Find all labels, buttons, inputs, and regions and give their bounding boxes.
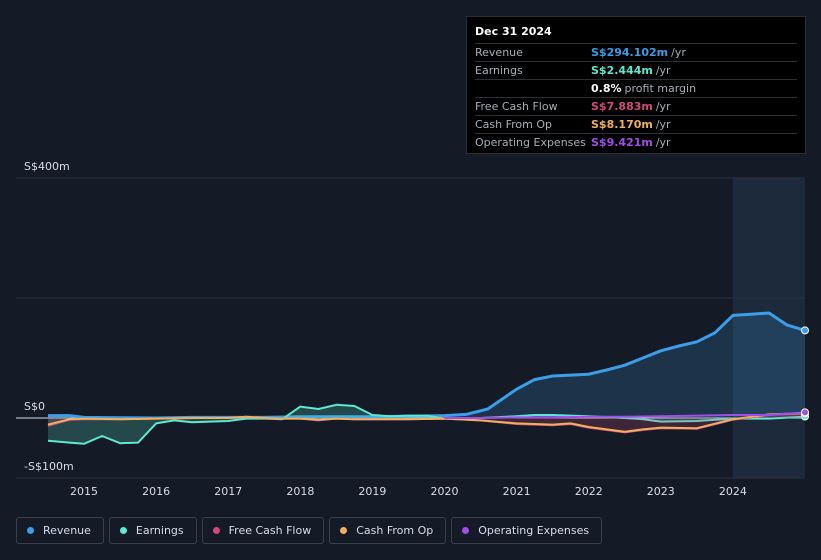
tooltip-row-label: Revenue <box>475 46 523 59</box>
legend-item-operating-expenses[interactable]: Operating Expenses <box>451 517 603 544</box>
x-tick-label: 2021 <box>503 485 531 498</box>
tooltip-row-value: S$2.444m <box>591 64 653 77</box>
tooltip-row-label: Earnings <box>475 64 523 77</box>
x-tick-label: 2015 <box>70 485 98 498</box>
x-tick-label: 2016 <box>142 485 170 498</box>
tooltip-row-label: Operating Expenses <box>475 136 586 149</box>
legend-label: Cash From Op <box>356 524 434 537</box>
tooltip-row-label: Free Cash Flow <box>475 100 558 113</box>
tooltip-row-label: Cash From Op <box>475 118 553 131</box>
x-tick-label: 2018 <box>286 485 314 498</box>
tooltip-row-unit: /yr <box>655 118 671 131</box>
tooltip-row: Operating Expenses S$9.421m/yr <box>475 133 797 151</box>
tooltip-row-value: S$294.102m <box>591 46 669 59</box>
tooltip-row: 0.8% profit margin <box>475 79 797 97</box>
tooltip-row-unit: /yr <box>655 100 671 113</box>
y-tick-label: S$0 <box>24 400 45 413</box>
tooltip-row-unit: /yr <box>655 136 671 149</box>
tooltip-row-unit: /yr <box>655 64 671 77</box>
tooltip-row: Free Cash Flow S$7.883m/yr <box>475 97 797 115</box>
revenue-end-point <box>801 326 809 335</box>
earnings-line <box>47 403 806 445</box>
earnings-area <box>48 404 805 444</box>
tooltip-row-unit: /yr <box>671 46 686 59</box>
legend-dot-icon <box>340 527 348 534</box>
tooltip-row-value: S$9.421m <box>591 136 653 149</box>
operating-expenses-line <box>444 411 806 419</box>
legend-label: Operating Expenses <box>478 524 590 537</box>
legend-label: Free Cash Flow <box>228 524 312 537</box>
x-tick-label: 2019 <box>358 485 386 498</box>
tooltip-row-value: S$8.170m <box>591 118 653 131</box>
legend-dot-icon <box>119 527 127 534</box>
legend-item-earnings[interactable]: Earnings <box>108 517 197 544</box>
legend-label: Earnings <box>135 524 184 537</box>
y-tick-label: -S$100m <box>24 460 74 473</box>
tooltip-row: Revenue S$294.102m/yr <box>475 43 797 61</box>
x-tick-label: 2024 <box>719 485 747 498</box>
tooltip-date: Dec 31 2024 <box>475 25 552 38</box>
tooltip-row-value: 0.8% <box>591 82 622 95</box>
legend-label: Revenue <box>43 524 91 537</box>
y-tick-label: S$400m <box>24 160 70 173</box>
free-cash-flow-area <box>48 413 805 433</box>
legend-dot-icon <box>212 527 220 534</box>
legend-item-free-cash-flow[interactable]: Free Cash Flow <box>201 517 325 544</box>
legend-dot-icon <box>462 527 470 534</box>
series-layer <box>47 311 809 445</box>
revenue-area <box>48 313 805 418</box>
tooltip-row-unit: profit margin <box>624 82 697 95</box>
tooltip-row: Earnings S$2.444m/yr <box>475 61 797 79</box>
legend: Revenue Earnings Free Cash Flow Cash From O… <box>16 517 603 544</box>
tooltip-rows: Revenue S$294.102m/yr Earnings S$2.444m/yr 0… <box>475 43 797 151</box>
x-tick-label: 2022 <box>575 485 603 498</box>
x-tick-label: 2017 <box>214 485 242 498</box>
x-tick-label: 2020 <box>431 485 459 498</box>
tooltip-panel: Dec 31 2024 Revenue S$294.102m/yr Earnings… <box>466 16 806 154</box>
operating-expenses-end-point <box>801 408 809 417</box>
cash-from-op-line <box>47 412 806 433</box>
tooltip-row: Cash From Op S$8.170m/yr <box>475 115 797 133</box>
legend-dot-icon <box>27 527 34 534</box>
legend-item-revenue[interactable]: Revenue <box>16 517 104 544</box>
legend-item-cash-from-op[interactable]: Cash From Op <box>329 517 447 544</box>
tooltip-row-value: S$7.883m <box>591 100 653 113</box>
x-tick-label: 2023 <box>647 485 675 498</box>
axis-labels: S$400m S$0 -S$100m 2015 2016 2017 2018 2019 2020… <box>24 160 747 498</box>
